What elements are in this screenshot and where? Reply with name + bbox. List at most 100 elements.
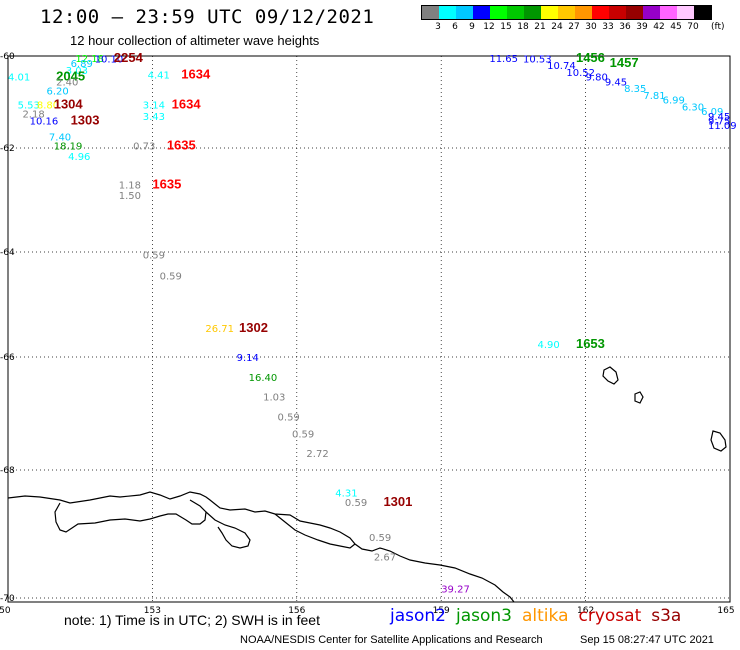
x-tick-label: 159 [433,606,450,616]
scale-box [507,6,524,19]
map-frame [7,55,731,603]
wave-height-label: 6.30 [682,103,704,114]
wave-height-label: 11.65 [489,54,518,65]
wave-height-scale: (ft) 3 6 9 12 15 18 21 24 27 30 33 36 39 42 45 70 [421,5,725,34]
x-tick-label: 156 [288,606,305,616]
wave-height-label: 8.80 [37,100,59,111]
wave-height-label: 6.89 [71,59,93,70]
scale-box [541,6,558,19]
wave-height-label: 1.50 [119,191,141,202]
scale-box [490,6,507,19]
chart-title: 12:00 — 23:59 UTC 09/12/2021 [40,6,375,28]
x-tick-label: 150 [0,606,11,616]
wave-height-label: 12.18 [75,54,104,65]
time-label: 1634 [172,96,202,111]
wave-height-label: 0.59 [143,251,165,262]
timestamp: Sep 15 08:27:47 UTC 2021 [580,634,714,646]
ice-tongue-1 [54,499,207,533]
x-tick-label: 153 [144,606,161,616]
scale-tick-label: 27 [568,22,580,32]
y-tick-label: -68 [0,466,15,476]
wave-height-label: 4.01 [8,73,30,84]
time-label: 2045 [56,69,85,84]
wave-height-label: 3.43 [143,112,165,123]
scale-box [422,6,439,19]
legend-item-jason2: jason2 [390,606,446,626]
scale-tick-label: 36 [619,22,631,32]
scale-box [592,6,609,19]
y-tick-label: -62 [0,144,15,154]
scale-tick-label: 33 [602,22,614,32]
scale-box [694,6,711,19]
wave-height-label: 2.18 [22,110,44,121]
wave-height-label: 2.40 [56,77,78,88]
time-label: 1635 [167,138,196,153]
scale-box [575,6,592,19]
x-tick-label: 165 [717,606,734,616]
island-3 [710,430,727,452]
legend-item-altika: altika [522,606,569,626]
time-label: 2254 [114,50,144,65]
time-label: 1457 [610,55,639,70]
wave-height-label: 26.71 [205,324,234,335]
y-tick-label: -66 [0,353,15,363]
wave-height-label: 0.59 [345,498,367,509]
wave-height-label: 10.52 [566,68,595,79]
scale-color-boxes [421,5,712,20]
y-tick-label: -60 [0,52,15,62]
y-tick-label: -70 [0,594,15,604]
wave-height-label: 10.10 [95,54,124,65]
wave-height-label: 39.27 [441,584,470,595]
time-label: 1456 [576,50,605,65]
scale-box [439,6,456,19]
scale-tick-label: 39 [636,22,648,32]
wave-height-label: 9.80 [586,73,608,84]
wave-height-label: 6.09 [701,107,723,118]
scale-box [660,6,677,19]
scale-box [473,6,490,19]
wave-height-label: 0.59 [160,272,182,283]
wave-height-label: 4.41 [148,70,170,81]
wave-height-label: 7.81 [643,91,665,102]
ice-tongue-3 [274,513,356,549]
wave-height-label: 18.19 [54,142,83,153]
scale-tick-label: 70 [687,22,699,32]
ice-tongue-2 [205,511,251,549]
scale-tick-label: 12 [483,22,495,32]
scale-tick-label: 3 [435,22,441,32]
scale-tick-label: 24 [551,22,563,32]
scale-box [609,6,626,19]
chart-subtitle: 12 hour collection of altimeter wave hei… [70,33,320,48]
y-tick-label: -64 [0,248,15,258]
time-label: 1301 [383,494,412,509]
wave-height-label: 10.53 [523,54,552,65]
wave-height-label: 0.59 [292,429,314,440]
wave-height-label: 5.53 [18,100,40,111]
wave-height-label: 0.73 [133,142,155,153]
wave-height-label: 9.14 [237,353,259,364]
wave-height-label: 1.18 [119,180,141,191]
wave-height-label: 3.14 [143,100,165,111]
wave-height-label: 9.75 [708,116,730,127]
x-tick-label: 162 [577,606,594,616]
y-axis-ticks: -60 -62 -64 -66 -68 -70 [0,52,15,604]
scale-tick-label: 15 [500,22,512,32]
legend-item-jason3: jason3 [456,606,512,626]
scale-tick-label: 30 [585,22,597,32]
legend-item-cryosat: cryosat [578,606,642,626]
coastline [7,366,727,603]
time-label: 1635 [152,176,181,191]
wave-height-label: 16.40 [249,373,278,384]
island-1 [602,366,619,385]
wave-height-label: 9.45 [605,77,627,88]
wave-height-label: 6.99 [663,96,685,107]
wave-height-label: 10.16 [30,116,59,127]
island-2 [634,391,644,404]
wave-height-label: 9.45 [708,112,730,123]
scale-box [626,6,643,19]
credit-line: NOAA/NESDIS Center for Satellite Applica… [240,634,714,646]
wave-height-label: 7.40 [49,133,71,144]
antarctic-coastline [7,491,515,603]
